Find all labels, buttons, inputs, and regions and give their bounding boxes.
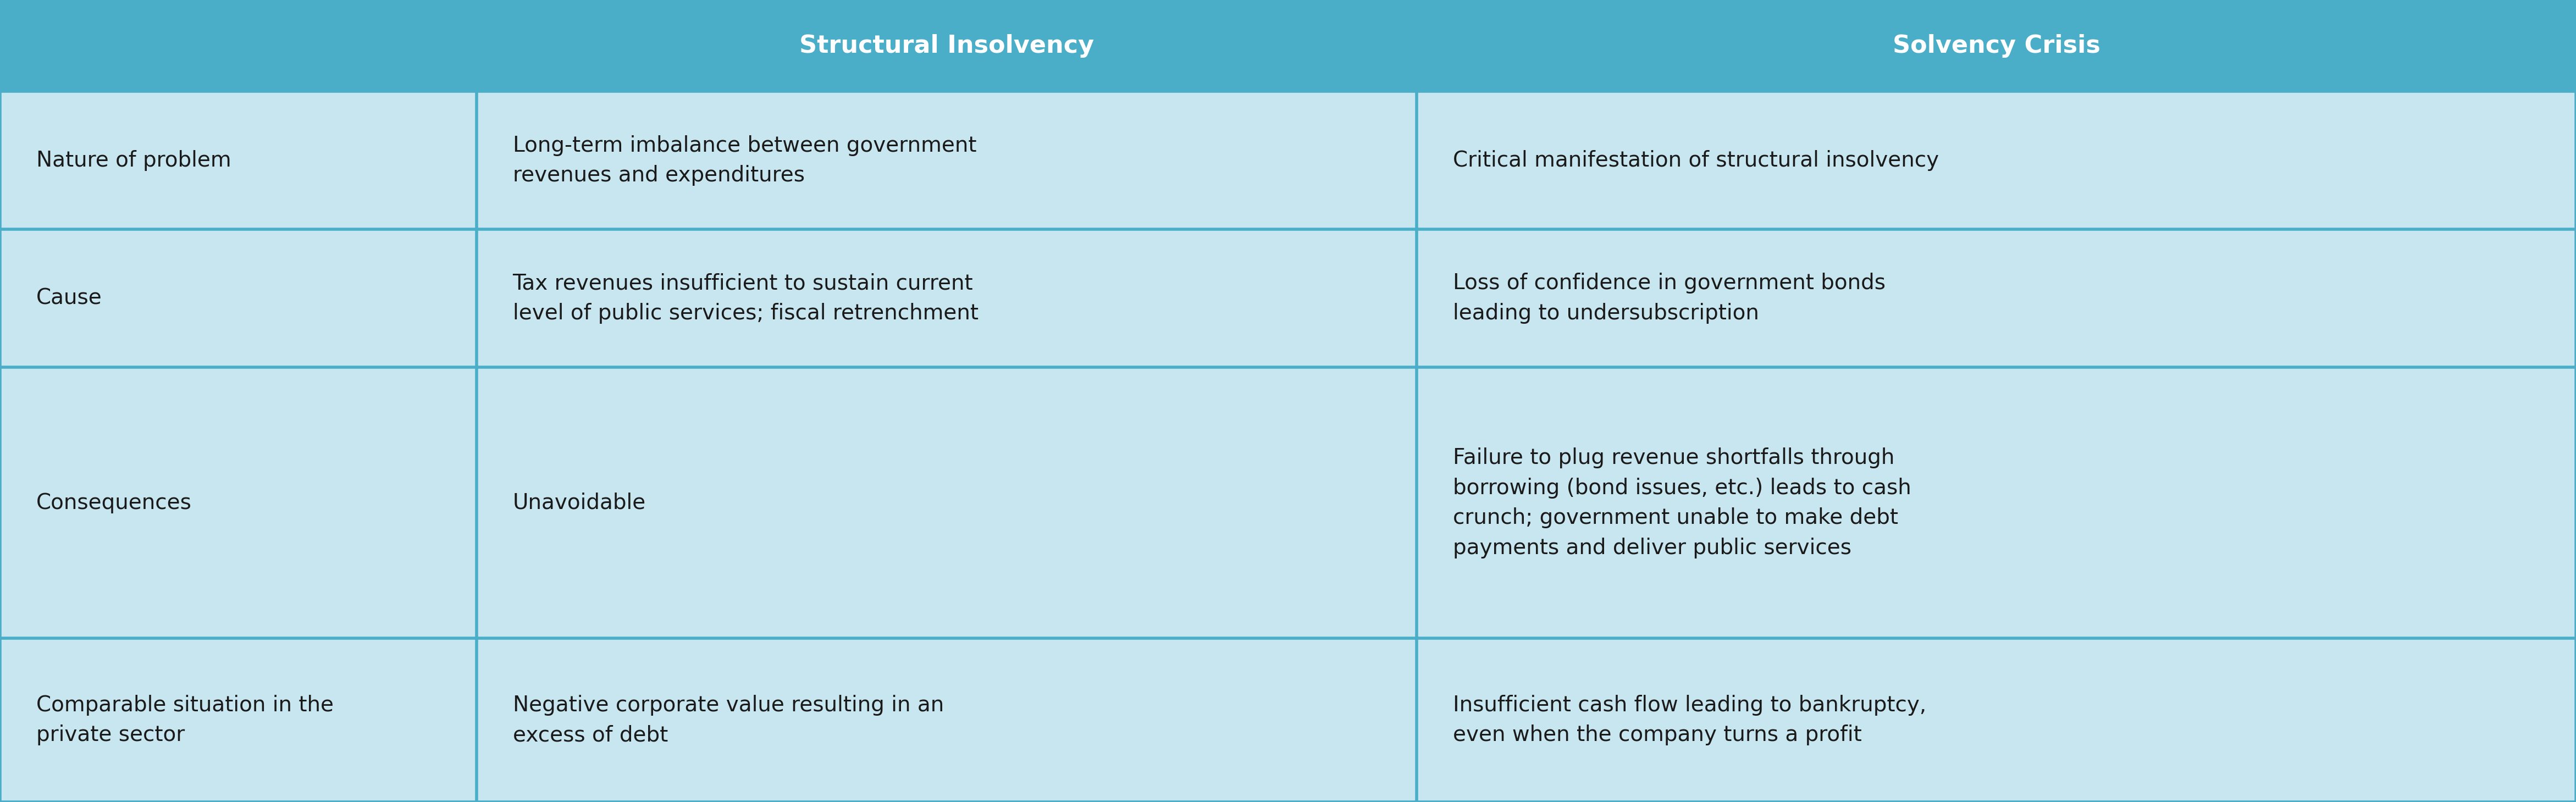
Bar: [477, 0, 1417, 91]
Text: Structural Insolvency: Structural Insolvency: [799, 34, 1095, 58]
Bar: [1417, 638, 2576, 802]
Bar: [0, 0, 477, 91]
Text: Insufficient cash flow leading to bankruptcy,
even when the company turns a prof: Insufficient cash flow leading to bankru…: [1453, 695, 1927, 746]
Text: Loss of confidence in government bonds
leading to undersubscription: Loss of confidence in government bonds l…: [1453, 273, 1886, 324]
Bar: [477, 367, 1417, 638]
Text: Comparable situation in the
private sector: Comparable situation in the private sect…: [36, 695, 332, 746]
Bar: [0, 229, 477, 367]
Text: Tax revenues insufficient to sustain current
level of public services; fiscal re: Tax revenues insufficient to sustain cur…: [513, 273, 979, 324]
Bar: [477, 91, 1417, 229]
Text: Negative corporate value resulting in an
excess of debt: Negative corporate value resulting in an…: [513, 695, 943, 746]
Bar: [0, 91, 477, 229]
Bar: [1417, 0, 2576, 91]
Bar: [477, 229, 1417, 367]
Bar: [1417, 229, 2576, 367]
Bar: [1417, 91, 2576, 229]
Text: Unavoidable: Unavoidable: [513, 492, 647, 513]
Bar: [1417, 367, 2576, 638]
Bar: [0, 638, 477, 802]
Text: Consequences: Consequences: [36, 492, 191, 513]
Bar: [0, 367, 477, 638]
Text: Long-term imbalance between government
revenues and expenditures: Long-term imbalance between government r…: [513, 135, 976, 186]
Text: Failure to plug revenue shortfalls through
borrowing (bond issues, etc.) leads t: Failure to plug revenue shortfalls throu…: [1453, 448, 1911, 558]
Text: Cause: Cause: [36, 288, 103, 309]
Bar: [477, 638, 1417, 802]
Text: Solvency Crisis: Solvency Crisis: [1893, 34, 2099, 58]
Text: Nature of problem: Nature of problem: [36, 150, 232, 171]
Text: Critical manifestation of structural insolvency: Critical manifestation of structural ins…: [1453, 150, 1940, 171]
